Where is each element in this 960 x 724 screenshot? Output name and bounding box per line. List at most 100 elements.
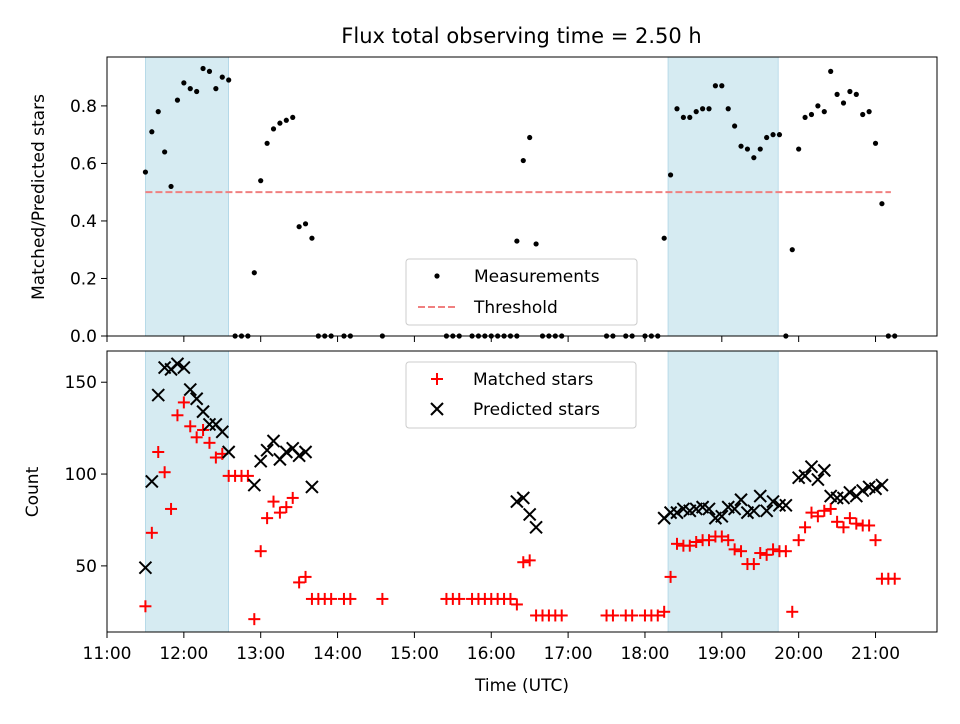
matched-star-point (715, 530, 728, 543)
x-axis-label: Time (UTC) (474, 676, 569, 696)
matched-star-point (152, 446, 165, 459)
measurement-point (181, 80, 187, 86)
predicted-star-point (279, 445, 294, 459)
x-tick-label: 11:00 (83, 644, 132, 664)
predicted-stars-points (138, 357, 889, 575)
predicted-star-point (215, 425, 229, 439)
measurement-point (290, 114, 296, 121)
measurement-point (194, 88, 200, 95)
measurement-point (840, 100, 847, 106)
measurement-point (834, 91, 840, 97)
measurement-point (757, 146, 763, 152)
matched-star-point (190, 431, 203, 444)
bottom-y-axis-label: Count (23, 466, 43, 517)
predicted-star-point (260, 443, 274, 457)
predicted-star-point (798, 469, 812, 483)
measurement-point (309, 235, 315, 241)
matched-star-point (325, 592, 338, 605)
matched-star-point (779, 545, 792, 558)
predicted-star-point (529, 520, 543, 535)
measurement-point (828, 68, 834, 74)
predicted-star-point (305, 480, 319, 494)
predicted-star-point (145, 474, 159, 489)
matched-star-point (517, 556, 530, 569)
measurement-point (719, 83, 725, 89)
measurement-point (219, 74, 225, 80)
bottom-shaded-intervals (145, 350, 779, 633)
predicted-star-point (772, 498, 787, 512)
measurement-point (674, 106, 680, 112)
matched-star-point (760, 548, 773, 561)
x-tick-label: 21:00 (851, 644, 900, 664)
measurement-point (860, 111, 866, 118)
measurement-point (270, 126, 277, 132)
matched-star-point (722, 534, 735, 547)
measurement-point (700, 106, 706, 112)
matched-star-point (869, 534, 882, 547)
top-y-tick-label: 0.2 (70, 269, 97, 289)
predicted-star-point (804, 459, 819, 474)
matched-star-point (261, 512, 274, 525)
matched-star-point (376, 592, 389, 605)
matched-star-point (683, 539, 696, 552)
predicted-star-point (253, 454, 268, 468)
matched-stars-points (139, 396, 901, 626)
measurement-point (302, 221, 309, 227)
predicted-star-point (298, 445, 313, 459)
shaded-interval (667, 56, 779, 337)
measurement-point (808, 111, 815, 118)
measurement-point (687, 114, 693, 121)
bottom-y-tick-label: 50 (75, 557, 97, 577)
predicted-star-point (702, 502, 716, 516)
predicted-star-point (170, 357, 185, 371)
matched-star-point (299, 570, 312, 583)
predicted-star-point (727, 502, 742, 516)
predicted-star-point (817, 463, 831, 478)
bottom-y-tick-label: 150 (65, 373, 97, 393)
measurement-point (770, 132, 776, 138)
x-tick-label: 15:00 (390, 644, 439, 664)
matched-star-point (811, 510, 824, 523)
measurement-points (142, 65, 898, 339)
predicted-star-point (868, 482, 883, 496)
predicted-star-point (670, 505, 684, 520)
bottom-legend-box (405, 361, 637, 429)
x-tick-label: 19:00 (697, 644, 746, 664)
predicted-star-point (189, 392, 204, 406)
x-tick-label: 14:00 (313, 644, 362, 664)
predicted-star-point (151, 388, 165, 402)
shaded-interval (667, 350, 779, 633)
predicted-star-point (715, 509, 729, 524)
top-legend-box (405, 258, 638, 326)
measurement-point (693, 109, 699, 115)
shaded-interval (145, 56, 229, 337)
matched-star-point (786, 605, 799, 618)
matched-star-point (145, 526, 158, 539)
top-x-ticks (106, 336, 877, 342)
matched-star-point (504, 592, 517, 605)
matched-star-point (747, 558, 760, 571)
matched-star-point (824, 502, 837, 515)
measurement-point (155, 109, 161, 115)
matched-star-point (799, 521, 812, 534)
measurement-point (815, 103, 821, 109)
matched-star-point (888, 572, 901, 585)
bottom-y-ticks: 50 100 150 (65, 373, 107, 577)
bottom-x-ticks: 11:00 12:00 13:00 14:00 15:00 16:00 17:00 18:00… (83, 632, 900, 664)
predicted-star-point (734, 493, 748, 507)
matched-star-point (658, 605, 671, 618)
bottom-y-tick-label: 100 (65, 465, 97, 485)
measurement-point (853, 91, 859, 97)
predicted-star-point (779, 498, 793, 512)
top-y-tick-label: 0.8 (70, 97, 97, 117)
matched-star-point (209, 451, 222, 464)
predicted-star-point (516, 491, 530, 505)
measurement-point (847, 88, 853, 95)
matched-star-point (286, 491, 299, 504)
measurement-point (738, 143, 744, 149)
matched-star-point (510, 598, 523, 611)
matched-star-point (818, 504, 831, 517)
matched-star-point (139, 600, 152, 613)
legend-predicted-marker (430, 402, 444, 416)
matched-star-point (254, 545, 267, 558)
